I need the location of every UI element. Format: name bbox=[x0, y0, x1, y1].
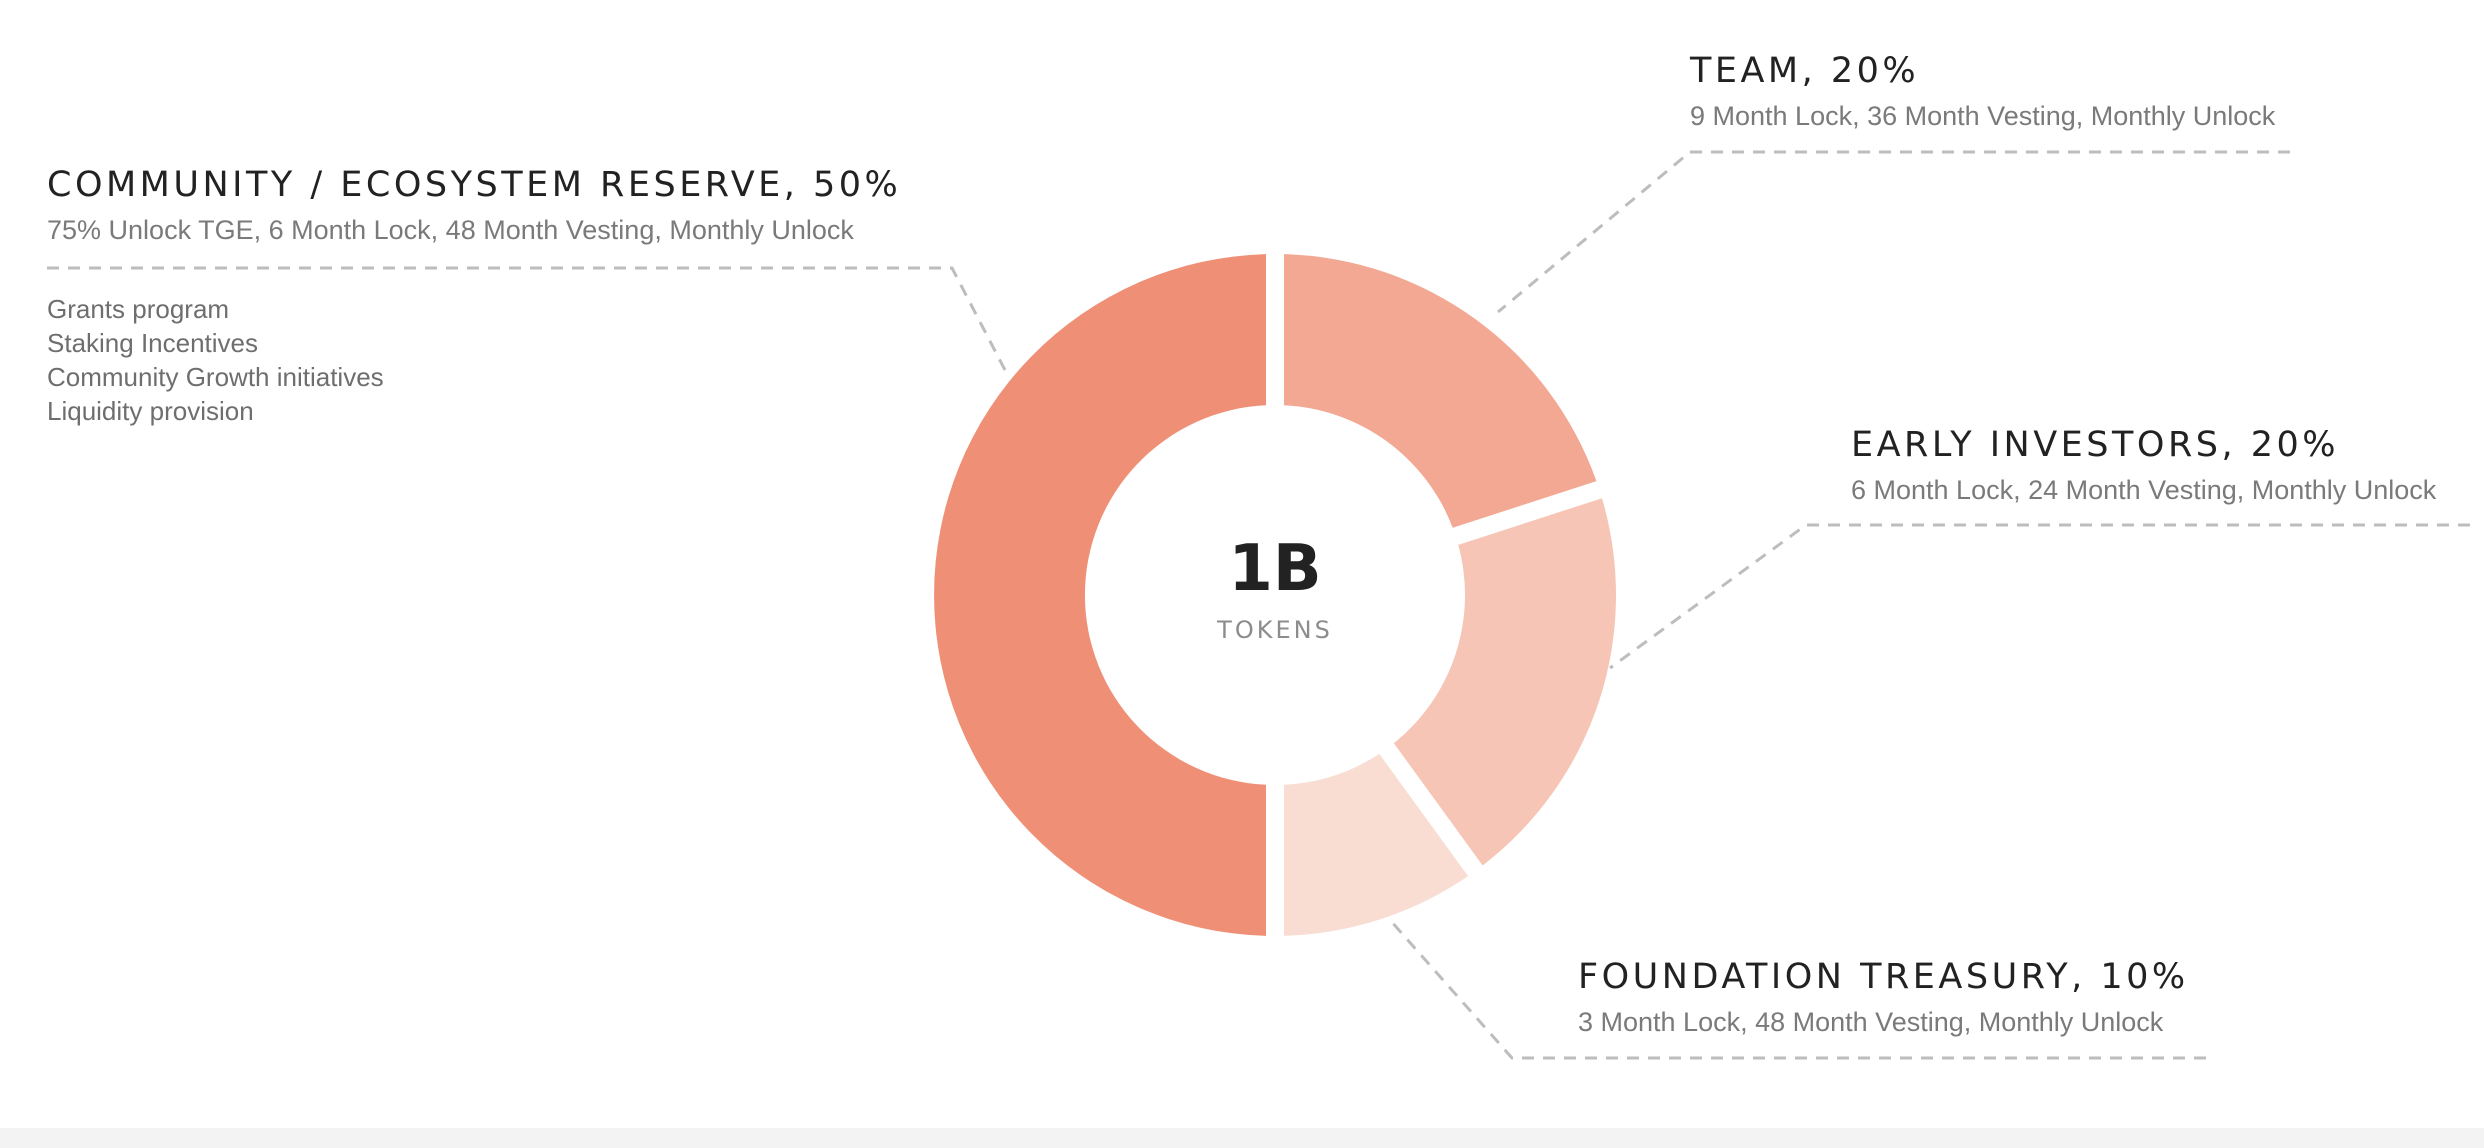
label-early-investors: EARLY INVESTORS, 20% 6 Month Lock, 24 Mo… bbox=[1851, 428, 2436, 504]
leader-line-team bbox=[1497, 150, 2290, 314]
slice-early-investors bbox=[1393, 498, 1617, 866]
slice-title-team: TEAM, 20% bbox=[1690, 51, 1920, 91]
center-value: 1B bbox=[1228, 532, 1321, 606]
donut-slices bbox=[934, 254, 1617, 936]
community-item: Liquidity provision bbox=[47, 396, 254, 426]
slice-community-ecosystem-reserve bbox=[934, 254, 1266, 936]
slice-description-team: 9 Month Lock, 36 Month Vesting, Monthly … bbox=[1690, 101, 2276, 131]
slice-description-community: 75% Unlock TGE, 6 Month Lock, 48 Month V… bbox=[47, 215, 854, 245]
label-team: TEAM, 20% 9 Month Lock, 36 Month Vesting… bbox=[1690, 54, 2275, 130]
slice-title-foundation: FOUNDATION TREASURY, 10% bbox=[1578, 957, 2189, 997]
slice-foundation-treasury bbox=[1284, 753, 1469, 936]
center-label: TOKENS bbox=[1216, 616, 1333, 644]
slice-team bbox=[1284, 254, 1597, 528]
community-item: Community Growth initiatives bbox=[47, 362, 384, 392]
label-foundation: FOUNDATION TREASURY, 10% 3 Month Lock, 4… bbox=[1578, 960, 2189, 1036]
community-item: Staking Incentives bbox=[47, 328, 259, 358]
leader-line-early-investors bbox=[1609, 523, 2470, 670]
community-item: Grants program bbox=[47, 294, 230, 324]
leader-line-community bbox=[47, 266, 1008, 373]
community-items-list: Grants program Staking Incentives Commun… bbox=[47, 292, 384, 428]
slice-description-early-investors: 6 Month Lock, 24 Month Vesting, Monthly … bbox=[1851, 475, 2437, 505]
leader-lines bbox=[47, 150, 2470, 1060]
slice-title-early-investors: EARLY INVESTORS, 20% bbox=[1851, 425, 2340, 465]
leader-line-foundation bbox=[1388, 919, 2206, 1060]
slice-title-community: COMMUNITY / ECOSYSTEM RESERVE, 50% bbox=[47, 165, 902, 205]
slice-description-foundation: 3 Month Lock, 48 Month Vesting, Monthly … bbox=[1578, 1007, 2164, 1037]
label-community: COMMUNITY / ECOSYSTEM RESERVE, 50% 75% U… bbox=[47, 168, 901, 244]
bottom-strip bbox=[0, 1128, 2484, 1148]
